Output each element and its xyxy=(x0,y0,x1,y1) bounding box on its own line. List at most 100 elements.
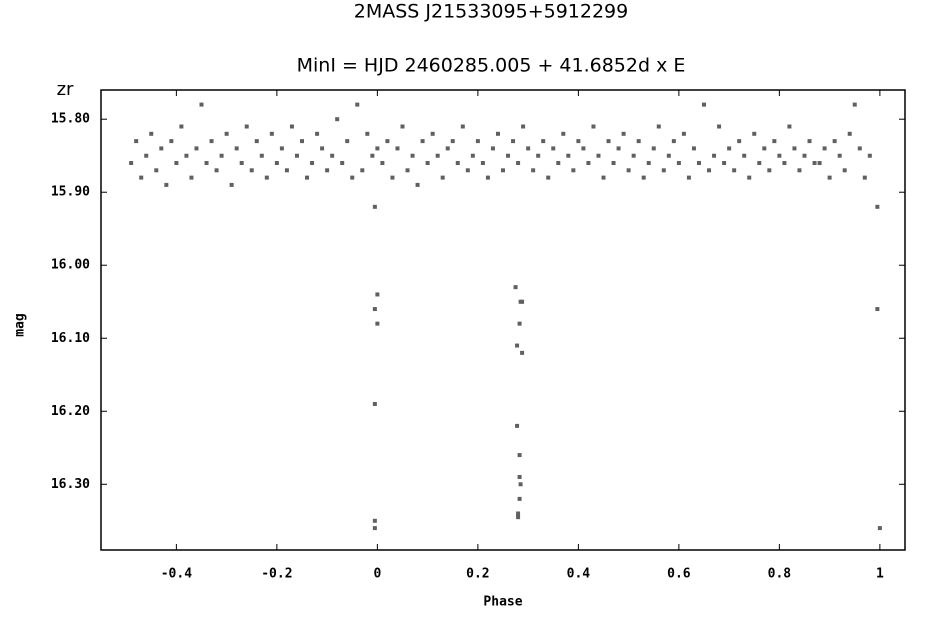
data-point xyxy=(857,146,862,151)
data-point xyxy=(455,161,460,166)
data-point xyxy=(812,161,817,166)
data-point xyxy=(395,146,400,151)
y-tick-label: 16.20 xyxy=(51,404,90,419)
data-point xyxy=(787,124,792,129)
data-point xyxy=(385,139,390,144)
data-point xyxy=(194,146,199,151)
data-point xyxy=(219,153,224,158)
data-point xyxy=(375,292,380,297)
y-tick-label: 16.00 xyxy=(51,258,90,273)
data-point xyxy=(440,175,445,180)
data-point xyxy=(797,168,802,173)
data-point xyxy=(365,131,370,136)
data-point xyxy=(269,131,274,136)
data-point xyxy=(300,139,304,144)
data-point xyxy=(410,153,415,158)
data-point xyxy=(345,139,350,144)
data-point xyxy=(520,350,525,355)
data-point xyxy=(264,175,269,180)
data-point xyxy=(310,161,315,166)
data-point xyxy=(656,124,661,129)
data-point xyxy=(189,175,194,180)
data-point xyxy=(671,139,676,144)
data-point xyxy=(536,153,541,158)
data-point xyxy=(767,168,772,173)
data-point xyxy=(651,146,656,151)
data-point xyxy=(239,161,244,166)
data-point xyxy=(355,102,360,107)
data-point xyxy=(727,146,732,151)
data-point xyxy=(681,131,686,136)
x-tick-label: 1 xyxy=(876,567,884,582)
data-point xyxy=(551,146,556,151)
data-point xyxy=(586,161,591,166)
data-point xyxy=(139,175,144,180)
data-point xyxy=(807,139,812,144)
data-point xyxy=(877,526,882,531)
data-point xyxy=(169,139,174,144)
data-point xyxy=(531,168,536,173)
data-point xyxy=(561,131,566,136)
data-point xyxy=(742,153,747,158)
data-point xyxy=(875,307,880,312)
data-point xyxy=(244,124,249,129)
data-point xyxy=(164,182,169,187)
data-point xyxy=(832,139,837,144)
data-point xyxy=(601,175,606,180)
data-point xyxy=(777,153,782,158)
data-point xyxy=(867,153,872,158)
data-point xyxy=(149,131,154,136)
data-point xyxy=(541,139,546,144)
data-point xyxy=(375,321,380,326)
data-point xyxy=(511,139,516,144)
data-point xyxy=(184,153,189,158)
data-point xyxy=(204,161,209,166)
data-point xyxy=(546,175,551,180)
data-point xyxy=(144,153,149,158)
data-point xyxy=(315,131,320,136)
x-tick-label: 0.4 xyxy=(567,567,591,582)
data-point xyxy=(631,153,636,158)
y-unit-label: zr xyxy=(57,79,74,100)
data-point xyxy=(782,161,787,166)
data-point xyxy=(375,146,380,151)
data-point xyxy=(862,175,867,180)
data-point xyxy=(360,168,365,173)
data-point xyxy=(460,124,465,129)
data-point xyxy=(372,518,377,523)
data-point xyxy=(259,153,264,158)
data-point xyxy=(817,161,822,166)
data-point xyxy=(515,423,520,428)
data-point xyxy=(490,146,495,151)
data-point xyxy=(380,161,385,166)
data-point xyxy=(646,161,651,166)
data-point xyxy=(518,482,523,487)
data-point xyxy=(325,168,330,173)
data-point xyxy=(400,124,405,129)
data-point xyxy=(661,168,666,173)
data-point xyxy=(747,175,752,180)
data-point xyxy=(435,153,440,158)
data-point xyxy=(405,168,410,173)
data-point xyxy=(224,131,229,136)
x-tick-label: -0.4 xyxy=(161,567,192,582)
data-point xyxy=(591,124,596,129)
data-point xyxy=(636,139,641,144)
data-point xyxy=(571,168,576,173)
data-point xyxy=(847,131,852,136)
data-point xyxy=(214,168,219,173)
data-point xyxy=(425,161,430,166)
data-point xyxy=(305,175,310,180)
data-point xyxy=(254,139,259,144)
data-point xyxy=(566,153,571,158)
data-point xyxy=(154,168,159,173)
data-point xyxy=(470,153,475,158)
data-point xyxy=(626,168,631,173)
data-point xyxy=(822,146,827,151)
y-tick-label: 16.30 xyxy=(51,477,90,492)
y-tick-label: 15.80 xyxy=(51,112,90,127)
data-point xyxy=(616,146,621,151)
data-point xyxy=(712,153,717,158)
chart-subtitle: MinI = HJD 2460285.005 + 41.6852d x E xyxy=(297,55,686,77)
x-tick-label: 0.6 xyxy=(667,567,691,582)
